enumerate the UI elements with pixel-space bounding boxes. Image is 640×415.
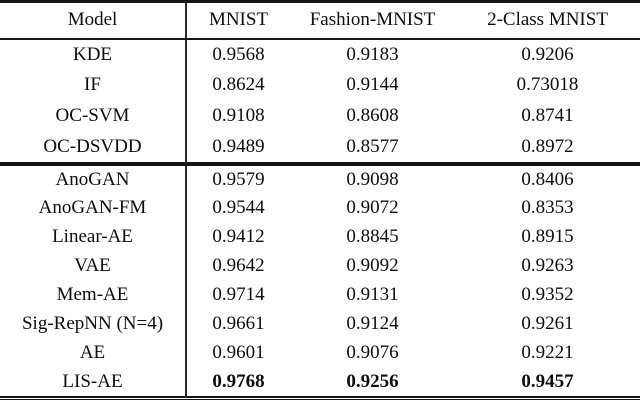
model-cell: Mem-AE [0,280,187,310]
value-cell: 0.8972 [521,135,574,157]
value-cell: 0.9092 [346,255,399,276]
value-cell: 0.8741 [521,105,574,126]
model-cell: Sig-RepNN (N=4) [0,309,187,339]
model-cell: AE [0,338,187,368]
results-table: Model MNIST Fashion-MNIST 2-Class MNIST … [0,0,640,400]
value-cell: 0.8915 [521,226,574,247]
value-cell: 0.9544 [212,197,265,218]
header-row: Model MNIST Fashion-MNIST 2-Class MNIST [0,1,640,40]
model-cell: VAE [0,251,187,281]
col-header-2class-mnist: 2-Class MNIST [455,1,640,40]
table-row: KDE 0.9568 0.9183 0.9206 [0,38,640,70]
value-cell: 0.9601 [212,342,265,363]
model-cell: Linear-AE [0,222,187,252]
value-cell: 0.9108 [212,105,265,126]
value-cell: 0.9183 [346,43,399,65]
value-cell: 0.9256 [346,370,399,392]
table-row: AnoGAN-FM 0.9544 0.9072 0.8353 [0,193,640,223]
value-cell: 0.9579 [212,168,265,190]
table-row: AnoGAN 0.9579 0.9098 0.8406 [0,164,640,194]
table-row: IF 0.8624 0.9144 0.73018 [0,69,640,101]
value-cell: 0.9263 [521,255,574,276]
value-cell: 0.8406 [521,168,574,190]
value-cell: 0.9098 [346,168,399,190]
col-header-model: Model [0,1,187,40]
value-cell: 0.8577 [346,135,399,157]
value-cell: 0.8353 [521,197,574,218]
table-row: Sig-RepNN (N=4) 0.9661 0.9124 0.9261 [0,309,640,339]
col-header-fashion-mnist: Fashion-MNIST [290,1,455,40]
table-row: OC-DSVDD 0.9489 0.8577 0.8972 [0,131,640,163]
table-row: OC-SVM 0.9108 0.8608 0.8741 [0,100,640,132]
value-cell: 0.9568 [212,43,265,65]
group-separator-rule [0,161,640,166]
value-cell: 0.9261 [521,313,574,334]
value-cell: 0.9714 [212,284,265,305]
value-cell: 0.9661 [212,313,265,334]
model-cell: AnoGAN-FM [0,193,187,223]
value-cell: 0.9072 [346,197,399,218]
bottom-rule [0,395,640,400]
table-row: Linear-AE 0.9412 0.8845 0.8915 [0,222,640,252]
table-row: AE 0.9601 0.9076 0.9221 [0,338,640,368]
model-cell: LIS-AE [0,367,187,397]
value-cell: 0.73018 [516,74,579,95]
value-cell: 0.9144 [346,74,399,95]
value-cell: 0.8624 [212,74,265,95]
value-cell: 0.9412 [212,226,265,247]
value-cell: 0.8608 [346,105,399,126]
value-cell: 0.9131 [346,284,399,305]
value-cell: 0.8845 [346,226,399,247]
value-cell: 0.9076 [346,342,399,363]
value-cell: 0.9221 [521,342,574,363]
model-cell: KDE [0,38,187,70]
table-row: VAE 0.9642 0.9092 0.9263 [0,251,640,281]
model-cell: OC-SVM [0,100,187,132]
model-cell: OC-DSVDD [0,131,187,163]
table-row: Mem-AE 0.9714 0.9131 0.9352 [0,280,640,310]
value-cell: 0.9489 [212,135,265,157]
value-cell: 0.9642 [212,255,265,276]
value-cell: 0.9206 [521,43,574,65]
model-cell: AnoGAN [0,164,187,194]
value-cell: 0.9768 [212,370,265,392]
value-cell: 0.9124 [346,313,399,334]
value-cell: 0.9457 [521,370,574,392]
value-cell: 0.9352 [521,284,574,305]
col-header-mnist: MNIST [186,1,290,40]
table-row-best: LIS-AE 0.9768 0.9256 0.9457 [0,367,640,397]
model-cell: IF [0,69,187,101]
